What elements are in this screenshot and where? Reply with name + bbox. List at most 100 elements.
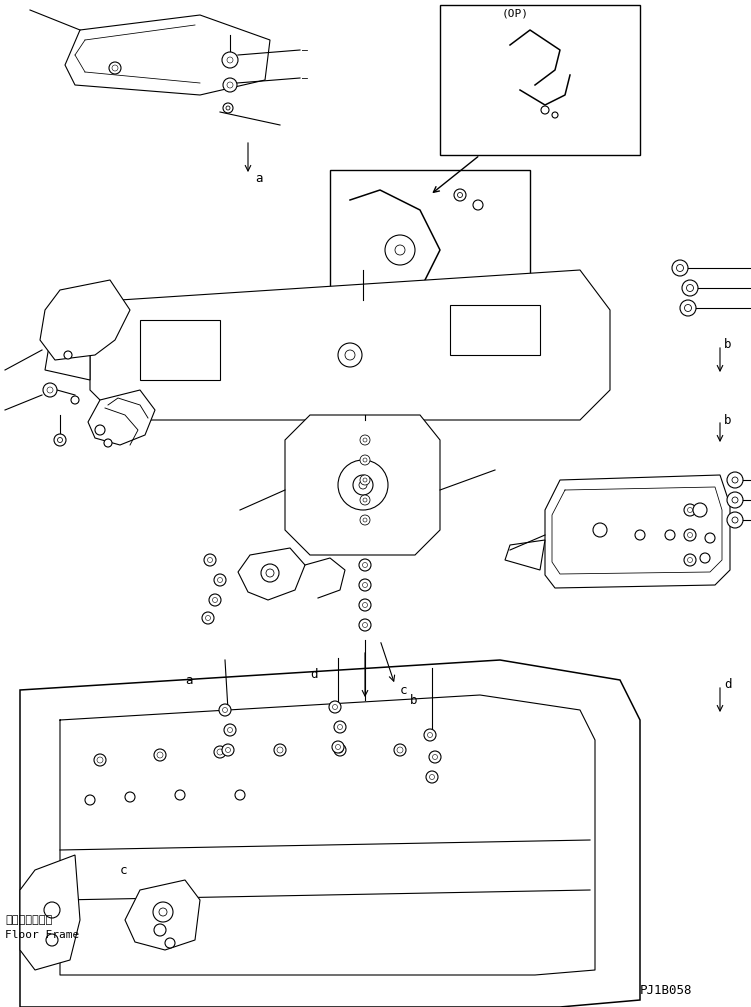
Circle shape — [64, 351, 72, 359]
Polygon shape — [125, 880, 200, 950]
Circle shape — [727, 512, 743, 528]
Circle shape — [359, 579, 371, 591]
Circle shape — [727, 472, 743, 488]
Circle shape — [700, 553, 710, 563]
Circle shape — [424, 729, 436, 741]
Polygon shape — [20, 660, 640, 1007]
Circle shape — [95, 425, 105, 435]
Circle shape — [333, 705, 337, 710]
Circle shape — [71, 396, 79, 404]
Circle shape — [727, 492, 743, 508]
Polygon shape — [45, 330, 90, 380]
Circle shape — [44, 902, 60, 918]
Circle shape — [359, 559, 371, 571]
Circle shape — [202, 612, 214, 624]
Polygon shape — [505, 540, 545, 570]
Text: —: — — [302, 73, 308, 83]
Circle shape — [222, 708, 228, 713]
Polygon shape — [90, 270, 610, 420]
Bar — [440, 5, 640, 155]
Text: —: — — [302, 45, 308, 55]
Circle shape — [337, 724, 342, 729]
Text: b: b — [724, 414, 731, 427]
Text: d: d — [310, 669, 318, 682]
Circle shape — [336, 744, 340, 749]
Circle shape — [223, 103, 233, 113]
Circle shape — [433, 754, 438, 759]
Circle shape — [665, 530, 675, 540]
Circle shape — [687, 533, 692, 538]
Circle shape — [363, 622, 367, 627]
Circle shape — [359, 599, 371, 611]
Circle shape — [360, 515, 370, 525]
Circle shape — [94, 754, 106, 766]
Polygon shape — [285, 415, 440, 555]
Text: c: c — [120, 863, 128, 876]
Circle shape — [363, 458, 367, 462]
Circle shape — [109, 62, 121, 74]
Circle shape — [427, 732, 433, 737]
Circle shape — [429, 751, 441, 763]
Circle shape — [54, 434, 66, 446]
Circle shape — [680, 300, 696, 316]
Circle shape — [154, 924, 166, 936]
Polygon shape — [20, 855, 80, 970]
Circle shape — [705, 533, 715, 543]
Circle shape — [353, 475, 373, 495]
Circle shape — [360, 495, 370, 505]
Circle shape — [359, 481, 367, 489]
Circle shape — [363, 438, 367, 442]
Circle shape — [360, 475, 370, 485]
Text: a: a — [255, 171, 263, 184]
Circle shape — [394, 744, 406, 756]
Circle shape — [175, 790, 185, 800]
Circle shape — [97, 757, 103, 763]
Bar — [330, 170, 530, 330]
Circle shape — [395, 245, 405, 255]
Circle shape — [204, 554, 216, 566]
Circle shape — [334, 744, 346, 756]
Text: b: b — [410, 694, 418, 707]
Circle shape — [359, 619, 371, 631]
Circle shape — [165, 938, 175, 948]
Text: フロアフレーム: フロアフレーム — [5, 915, 53, 925]
Circle shape — [112, 65, 118, 71]
Circle shape — [47, 387, 53, 393]
Text: b: b — [724, 338, 731, 351]
Circle shape — [687, 508, 692, 513]
Circle shape — [217, 749, 223, 755]
Text: PJ1B058: PJ1B058 — [640, 984, 692, 997]
Circle shape — [732, 477, 738, 483]
Text: Floor Frame: Floor Frame — [5, 930, 80, 940]
Circle shape — [228, 727, 233, 732]
Circle shape — [684, 529, 696, 541]
Circle shape — [226, 106, 230, 110]
Circle shape — [104, 439, 112, 447]
Circle shape — [214, 574, 226, 586]
Circle shape — [209, 594, 221, 606]
Circle shape — [684, 554, 696, 566]
Polygon shape — [238, 548, 305, 600]
Circle shape — [153, 902, 173, 922]
Circle shape — [430, 774, 435, 779]
Polygon shape — [88, 390, 155, 445]
Circle shape — [732, 517, 738, 523]
Circle shape — [225, 747, 231, 752]
Circle shape — [337, 747, 343, 753]
Circle shape — [222, 52, 238, 68]
Text: a: a — [185, 674, 192, 687]
Circle shape — [274, 744, 286, 756]
Text: (OP): (OP) — [502, 8, 529, 18]
Circle shape — [457, 192, 463, 197]
Circle shape — [360, 455, 370, 465]
Circle shape — [684, 304, 692, 311]
Circle shape — [207, 558, 213, 563]
Circle shape — [159, 908, 167, 916]
Polygon shape — [545, 475, 730, 588]
Circle shape — [682, 280, 698, 296]
Circle shape — [686, 285, 693, 291]
Circle shape — [235, 790, 245, 800]
Circle shape — [732, 497, 738, 504]
Circle shape — [219, 704, 231, 716]
Circle shape — [206, 615, 210, 620]
